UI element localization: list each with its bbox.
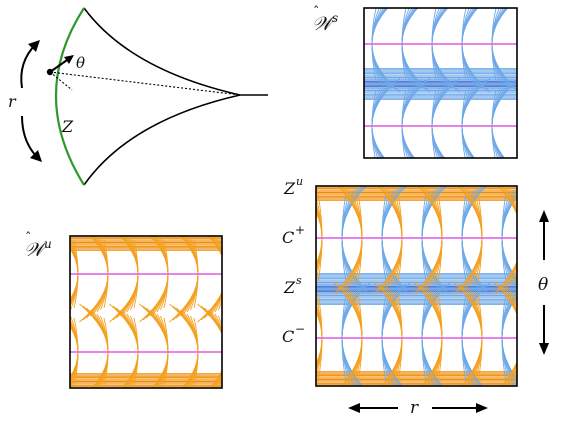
r-arrow-right-head — [476, 403, 488, 413]
combined-blue-curve — [542, 284, 566, 392]
combined-orange-curve — [497, 283, 517, 386]
cplus-label-sup: + — [295, 223, 305, 237]
panel-wu: 𝒲 u ˆ — [24, 231, 223, 389]
cusp-green-arc — [55, 7, 85, 186]
combined-blue-curve — [542, 282, 569, 394]
wu-label-hat: ˆ — [25, 231, 32, 246]
combined-orange-curve — [505, 287, 517, 386]
cminus-label-sup: − — [295, 322, 305, 336]
theta-label-small: θ — [76, 54, 85, 72]
cplus-label: C — [282, 228, 294, 247]
zs-label: Z — [283, 278, 296, 297]
r-arrow-left-head — [348, 403, 360, 413]
wu-curve — [214, 236, 222, 313]
ws-curve — [520, 0, 544, 90]
panel-combined: Z u C + Z s C − θ r — [282, 175, 569, 418]
wu-curve — [207, 236, 222, 317]
cusp-upper-boundary — [83, 7, 268, 96]
wu-curve — [218, 237, 222, 311]
zu-label: Z — [283, 179, 296, 198]
combined-orange-curve — [509, 189, 517, 287]
zu-label-sup: u — [296, 175, 303, 188]
combined-orange-curve — [493, 281, 517, 386]
wu-label-sup: u — [44, 237, 52, 251]
ws-curve — [520, 8, 524, 80]
combined-orange-curve — [518, 294, 522, 382]
theta-label-right: θ — [538, 275, 548, 295]
combined-frame — [315, 185, 518, 387]
dotted-tangent — [49, 71, 73, 91]
ws-curve — [431, 8, 461, 93]
combined-curves — [316, 186, 569, 394]
ws-curve — [520, 90, 524, 162]
cusp-region-sketch: θ Z r — [8, 7, 268, 186]
ws-clip-group — [364, 0, 548, 174]
ws-frame — [363, 7, 518, 159]
ws-label-hat: ˆ — [313, 5, 320, 20]
r-arrow-head-upper — [28, 40, 40, 52]
r-arrow-arc-lower — [21, 115, 39, 159]
r-label-left: r — [8, 92, 17, 111]
cusp-lower-boundary — [83, 94, 241, 186]
ws-curve — [520, 82, 540, 170]
combined-orange-curve — [509, 289, 517, 386]
ws-curve — [520, 2, 536, 86]
ws-label-sup: s — [332, 11, 338, 25]
wu-frame — [69, 235, 223, 389]
zs-label-sup: s — [296, 274, 302, 287]
combined-orange-curve — [505, 187, 517, 289]
combined-orange-curve — [518, 194, 522, 282]
ws-curve — [520, 88, 528, 164]
cminus-label: C — [282, 327, 294, 346]
dotted-ray — [49, 71, 241, 96]
theta-arrow-up-head — [539, 210, 549, 222]
ws-curve — [520, 0, 540, 88]
ws-curve — [371, 8, 401, 93]
ws-curve — [520, 4, 532, 84]
ws-label: 𝒲 — [312, 13, 336, 35]
z-label: Z — [61, 117, 74, 136]
ws-curve — [520, 0, 548, 92]
wu-label: 𝒲 — [24, 239, 48, 261]
wu-curve — [218, 315, 222, 388]
combined-orange-curve — [493, 186, 517, 295]
ws-curve — [520, 84, 536, 168]
r-label-bottom: r — [410, 398, 419, 418]
ws-curve — [491, 8, 517, 90]
combined-clip-group — [316, 186, 569, 394]
ws-curve — [401, 8, 431, 93]
ws-curve — [461, 8, 491, 93]
wu-curve — [204, 307, 222, 388]
wu-curves — [70, 236, 222, 388]
r-arrow-arc-upper — [20, 43, 37, 89]
panel-ws: 𝒲 s ˆ — [312, 0, 548, 174]
theta-vector-head — [64, 55, 74, 64]
wu-clip-group — [70, 236, 222, 388]
wu-curve — [204, 236, 222, 319]
ws-curve — [520, 80, 544, 172]
wu-curve — [211, 236, 222, 315]
combined-orange-curve — [497, 186, 517, 293]
combined-orange-curve — [501, 285, 517, 386]
combined-orange-curve — [501, 186, 517, 291]
wu-curve — [214, 313, 222, 388]
ws-curve — [520, 78, 548, 174]
theta-arrow-down-head — [539, 343, 549, 355]
ws-curve — [520, 86, 532, 166]
r-arrow-head-lower — [30, 150, 42, 162]
ws-curves — [364, 0, 548, 174]
wu-curve — [211, 311, 222, 388]
wu-curve — [207, 309, 222, 388]
wu-curve — [197, 303, 222, 388]
ws-curve — [520, 6, 528, 82]
